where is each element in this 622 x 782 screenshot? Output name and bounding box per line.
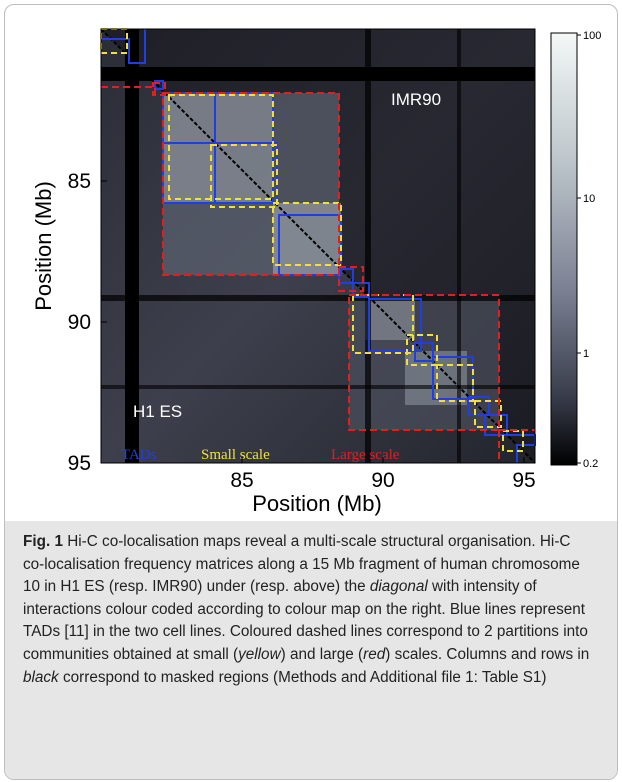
large-partition: [338, 266, 364, 292]
caption-text: Hi-C co-localisation maps reveal a multi…: [23, 533, 580, 596]
lower-matrix-label: H1 ES: [133, 402, 182, 421]
large-partition: [152, 82, 166, 96]
caption-italic: red: [363, 645, 386, 663]
caption-italic: yellow: [238, 645, 281, 663]
matrix-diagonal: [100, 28, 536, 464]
figure-area: IMR90 H1 ES TADs Small scale Large scale…: [5, 5, 617, 521]
x-axis-label: Position (Mb): [252, 491, 382, 516]
x-tick-label: 85: [230, 469, 253, 492]
x-tick-label: 90: [371, 469, 394, 492]
tad-outline: [129, 29, 146, 64]
masked-column: [365, 29, 371, 463]
caption-italic: black: [23, 668, 59, 686]
masked-column: [457, 29, 461, 463]
small-partition: [168, 94, 274, 200]
tad-outline: [368, 298, 422, 352]
masked-row: [101, 67, 535, 81]
x-axis: 85 90 95 Position (Mb): [230, 457, 536, 516]
large-scale-partitions: [101, 82, 535, 463]
legend-small-scale: Small scale: [201, 447, 270, 463]
tad-outline: [432, 356, 474, 400]
large-partition: [101, 86, 156, 97]
small-partition: [210, 144, 278, 208]
caption-text: with intensity of interactions colour co…: [23, 578, 588, 663]
y-tick-label: 95: [68, 452, 91, 475]
masked-column: [125, 29, 139, 463]
legend-tads: TADs: [121, 447, 157, 463]
y-axis: 85 90 95 Position (Mb): [31, 170, 107, 475]
figure-caption: Fig. 1 Hi-C co-localisation maps reveal …: [5, 521, 617, 779]
caption-label: Fig. 1: [23, 533, 63, 550]
legend-large-scale: Large scale: [331, 447, 400, 463]
domain-block: [163, 93, 273, 203]
caption-italic: diagonal: [369, 578, 428, 596]
tad-outline: [484, 414, 508, 436]
matrix-frame: [100, 28, 536, 464]
colorbar-gradient: [550, 32, 578, 466]
tad-outline: [154, 80, 164, 90]
small-partition: [474, 400, 502, 428]
y-axis-label: Position (Mb): [31, 181, 56, 311]
tad-outline: [468, 396, 490, 416]
upper-matrix-label: IMR90: [391, 90, 441, 109]
masked-row: [101, 295, 535, 301]
colorbar-tick-label: 0.2: [583, 458, 598, 470]
caption-text: correspond to masked regions (Methods an…: [58, 668, 547, 686]
tad-outline: [414, 342, 434, 362]
y-tick-label: 85: [68, 170, 91, 193]
colorbar-tick-label: 1: [583, 348, 589, 360]
x-tick-label: 95: [512, 469, 535, 492]
figure-panel: IMR90 H1 ES TADs Small scale Large scale…: [4, 4, 618, 780]
masked-row: [101, 385, 535, 389]
caption-text: ) and large (: [280, 645, 364, 663]
caption-text: ) scales. Columns and rows in: [385, 645, 590, 663]
y-tick-label: 90: [68, 311, 91, 334]
colorbar: 100 10 1 0.2: [550, 30, 601, 470]
colorbar-tick-label: 100: [583, 30, 601, 42]
large-partition: [162, 92, 340, 276]
small-partition: [272, 202, 342, 266]
hic-figure: IMR90 H1 ES TADs Small scale Large scale…: [31, 28, 601, 516]
small-partition: [436, 364, 474, 402]
colorbar-tick-label: 10: [583, 193, 595, 205]
small-partition: [406, 334, 438, 366]
